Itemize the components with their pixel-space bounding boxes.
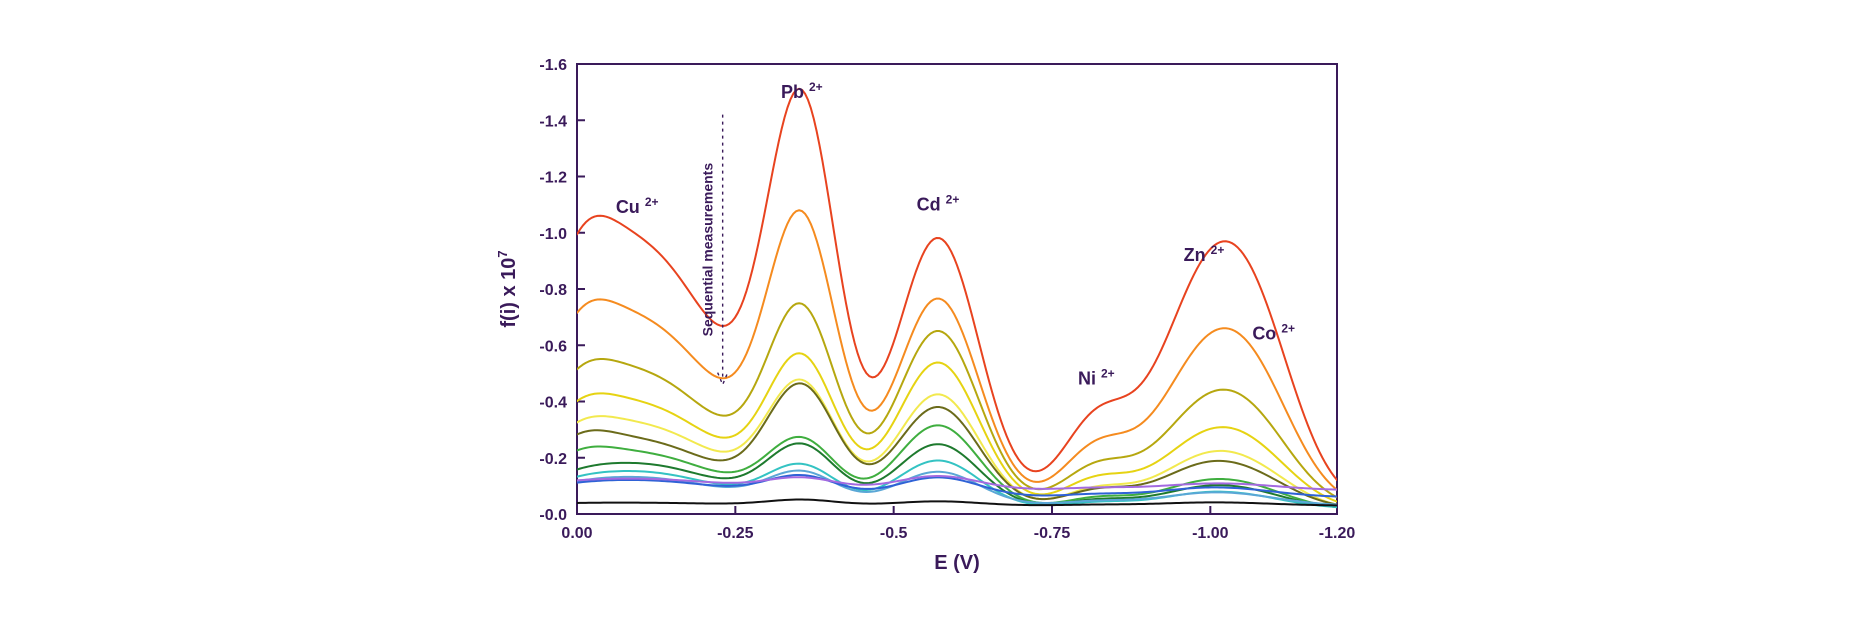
x-tick-label: -0.75 [1034,525,1071,542]
stage: 0.00 -0.25 -0.5 -0.75 -1.00 -1.20 E (V) -1.6 -1.… [0,0,1854,627]
x-tick-label: -1.00 [1192,525,1229,542]
y-tick-label: -1.2 [539,169,567,186]
chart-bg [477,34,1377,594]
y-tick-label: -1.4 [539,113,567,130]
x-tick-label: -1.20 [1319,525,1356,542]
y-tick-label: -1.6 [539,57,567,74]
y-tick-label: -0.0 [539,507,567,524]
x-axis-label: E (V) [934,552,980,574]
y-tick-label: -1.0 [539,225,567,242]
y-tick-label: -0.2 [539,450,567,467]
x-tick-label: -0.25 [717,525,754,542]
chart-container: 0.00 -0.25 -0.5 -0.75 -1.00 -1.20 E (V) -1.6 -1.… [477,34,1377,594]
y-tick-label: -0.6 [539,338,567,355]
y-axis-label-group: f(i) x 107 [495,250,520,327]
sequential-arrow-label: Sequential measurements [700,162,716,336]
voltammogram-chart: 0.00 -0.25 -0.5 -0.75 -1.00 -1.20 E (V) -1.6 -1.… [477,34,1377,594]
x-tick-label: 0.00 [561,525,592,542]
y-axis-label: f(i) x 107 [495,250,520,327]
y-tick-label: -0.8 [539,282,567,299]
x-tick-label: -0.5 [880,525,908,542]
y-tick-label: -0.4 [539,394,567,411]
sequential-arrow-label-group: Sequential measurements [700,162,716,336]
